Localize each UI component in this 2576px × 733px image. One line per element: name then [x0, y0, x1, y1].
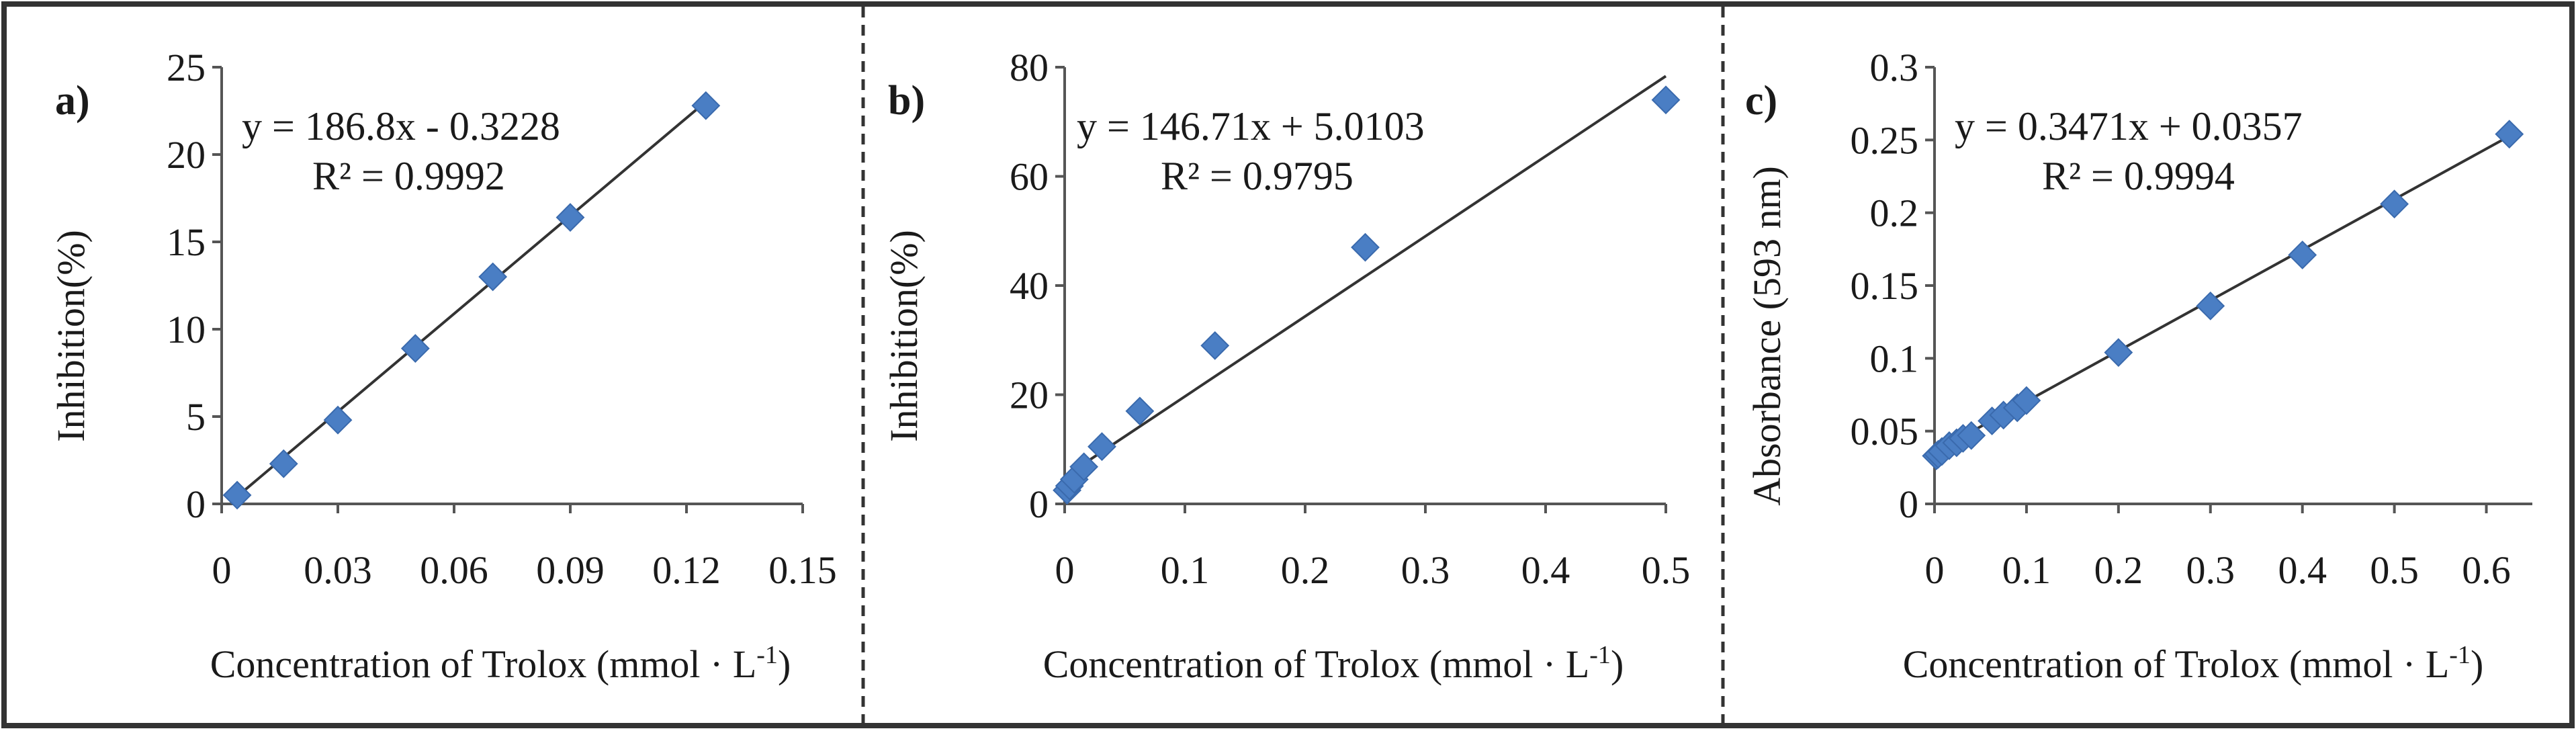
panel-a-y-tick-label: 15 — [167, 220, 206, 264]
panel-c-equation: y = 0.3471x + 0.0357 — [1955, 104, 2303, 148]
panel-c-x-tick-label: 0.5 — [2370, 548, 2419, 592]
panel-a-x-tick-label: 0.15 — [768, 548, 837, 592]
panel-b-y-tick-label: 20 — [1010, 374, 1049, 417]
panel-a-y-tick-label: 10 — [167, 308, 206, 351]
panel-b-data-point — [1200, 331, 1230, 360]
panel-b-x-tick-label: 0.2 — [1281, 548, 1330, 592]
panel-b-y-axis-label: Inhibition(%) — [882, 230, 926, 442]
panel-c-y-axis-label: Absorbance (593 nm) — [1745, 166, 1789, 506]
panel-a-y-tick-label: 25 — [167, 46, 206, 89]
panel-b-x-axis-label: Concentration of Trolox (mmol · L-1) — [1043, 641, 1624, 686]
panel-a-data-point — [556, 203, 585, 232]
panel-c-y-tick-label: 0.1 — [1870, 337, 1919, 380]
panel-b-data-point — [1069, 452, 1099, 482]
panel-c-x-tick-label: 0 — [1925, 548, 1945, 592]
panel-b-y-tick-label: 80 — [1010, 46, 1049, 89]
panel-c-x-tick-label: 0.4 — [2278, 548, 2327, 592]
panel-a-x-axis-label-main: Concentration of Trolox (mmol · L — [210, 642, 757, 686]
panel-c-x-axis-label-sup: -1 — [2449, 641, 2471, 669]
panel-a-x-axis-label: Concentration of Trolox (mmol · L-1) — [210, 641, 791, 686]
panel-a-y-tick-label: 5 — [186, 395, 206, 439]
panel-c-data-point — [2104, 338, 2133, 368]
panel-b-data-point — [1125, 396, 1155, 426]
panel-c-x-axis-label-main: Concentration of Trolox (mmol · L — [1903, 642, 2450, 686]
panel-c-x-tick-label: 0.3 — [2186, 548, 2235, 592]
panel-b-x-tick-label: 0.3 — [1401, 548, 1450, 592]
panel-b-x-tick-label: 0.4 — [1521, 548, 1570, 592]
panel-c-y-tick-label: 0.15 — [1851, 264, 1919, 308]
panel-a-data-point — [323, 405, 353, 435]
panel-a-x-tick-label: 0.09 — [536, 548, 605, 592]
panel-c-data-point — [2196, 291, 2225, 320]
panel-a-equation: y = 186.8x - 0.3228 — [242, 104, 560, 148]
panel-a-data-point — [400, 334, 430, 363]
panel-c-data-point — [2288, 241, 2317, 269]
panel-a-x-axis-label-close: ) — [778, 642, 791, 686]
panel-b-x-axis-label-sup: -1 — [1589, 641, 1611, 669]
panel-a-x-tick-label: 0.03 — [304, 548, 372, 592]
panel-b-data-point — [1087, 432, 1116, 462]
panel-b-x-tick-label: 0 — [1055, 548, 1075, 592]
panel-a-y-tick-label: 20 — [167, 133, 206, 177]
panel-b-y-tick-label: 40 — [1010, 264, 1049, 308]
panel-a-data-point — [691, 91, 721, 120]
panel-b-r-squared: R² = 0.9795 — [1161, 154, 1353, 198]
panel-b-data-point — [1351, 232, 1380, 262]
panel-b-x-axis-label-close: ) — [1611, 642, 1624, 686]
panel-b-data-point — [1651, 85, 1681, 115]
panel-b-trendline — [1063, 75, 1667, 478]
panel-a-data-point — [222, 480, 252, 510]
panel-c-data-point — [2380, 189, 2409, 219]
panel-a-label: a) — [55, 78, 90, 124]
panel-c-y-tick-label: 0 — [1899, 482, 1918, 526]
panel-c-y-tick-label: 0.3 — [1870, 46, 1919, 89]
panel-a-data-point — [269, 449, 298, 478]
panel-c: c) Absorbance (593 nm) Concentration of … — [1745, 46, 2532, 686]
panel-a-x-tick-label: 0.06 — [420, 548, 488, 592]
panel-b-x-tick-label: 0.5 — [1642, 548, 1691, 592]
panel-a-x-axis-label-sup: -1 — [756, 641, 778, 669]
panel-b-equation: y = 146.71x + 5.0103 — [1077, 104, 1425, 148]
panel-c-x-tick-label: 0.6 — [2462, 548, 2511, 592]
panel-c-data-point — [2012, 386, 2041, 415]
panel-c-y-tick-label: 0.05 — [1851, 410, 1919, 454]
panel-c-x-tick-label: 0.2 — [2094, 548, 2143, 592]
panel-c-data-point — [1957, 421, 1986, 450]
panel-c-data-point — [2495, 120, 2524, 149]
panel-c-x-tick-label: 0.1 — [2002, 548, 2051, 592]
panel-a-trendline — [236, 100, 707, 498]
panel-b-y-tick-label: 60 — [1010, 155, 1049, 199]
panel-a-y-tick-label: 0 — [186, 482, 206, 526]
panel-c-label: c) — [1745, 78, 1777, 124]
panel-a-x-tick-label: 0 — [212, 548, 232, 592]
panel-a-data-point — [478, 262, 508, 292]
panel-a-x-tick-label: 0.12 — [652, 548, 721, 592]
panel-c-r-squared: R² = 0.9994 — [2042, 154, 2235, 198]
panel-c-x-axis-label-close: ) — [2471, 642, 2483, 686]
panel-c-y-tick-label: 0.2 — [1870, 191, 1919, 235]
panel-c-x-axis-label: Concentration of Trolox (mmol · L-1) — [1903, 641, 2484, 686]
panel-a-r-squared: R² = 0.9992 — [312, 154, 505, 198]
panel-b: b) Inhibition(%) Concentration of Trolox… — [882, 46, 1690, 686]
panel-a: a) Inhibition(%) Concentration of Trolox… — [49, 46, 837, 686]
panel-b-x-axis-label-main: Concentration of Trolox (mmol · L — [1043, 642, 1590, 686]
panel-b-x-tick-label: 0.1 — [1161, 548, 1210, 592]
panel-a-y-axis-label: Inhibition(%) — [49, 230, 93, 442]
panel-b-label: b) — [888, 78, 925, 124]
panel-c-y-tick-label: 0.25 — [1851, 118, 1919, 162]
panel-b-y-tick-label: 0 — [1029, 482, 1049, 526]
